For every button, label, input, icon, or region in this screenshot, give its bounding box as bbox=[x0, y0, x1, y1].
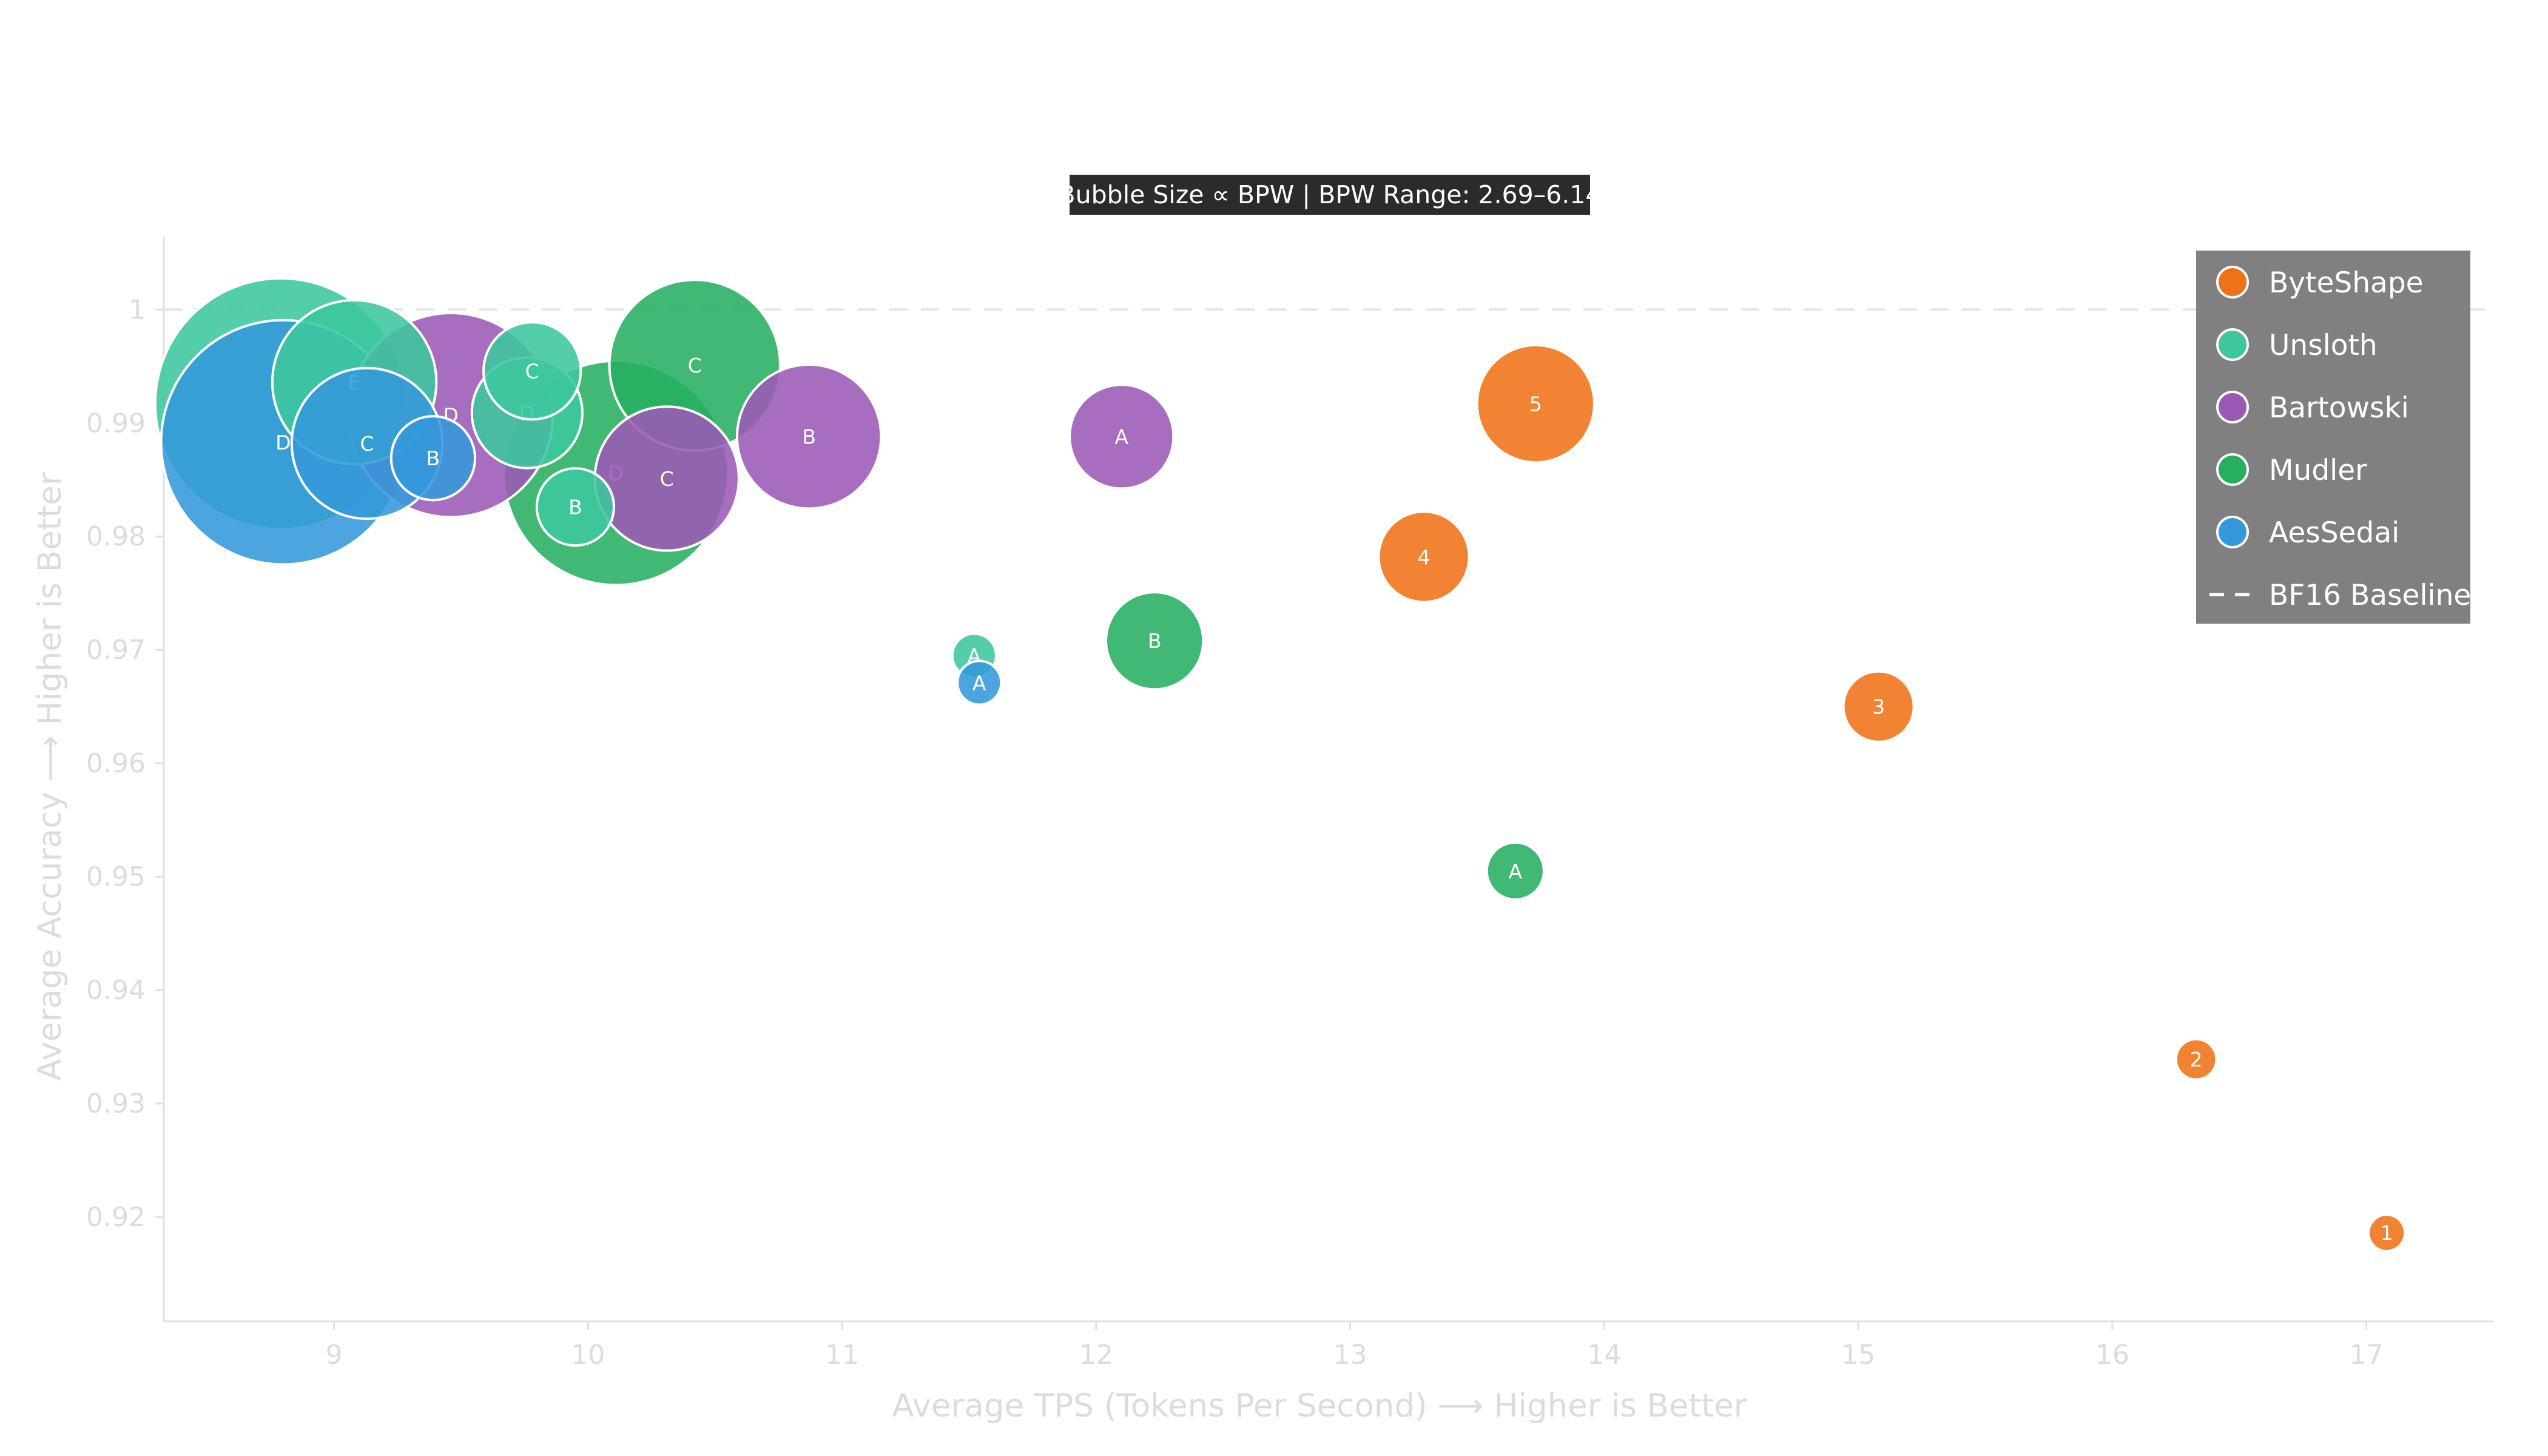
bubble-circle bbox=[535, 467, 615, 547]
bubble-label: 3 bbox=[1872, 695, 1885, 719]
legend-item-byteshape: ByteShape bbox=[2216, 266, 2424, 300]
legend-item-mudler: Mudler bbox=[2216, 453, 2367, 487]
y-tick-label: 0.92 bbox=[86, 1202, 146, 1233]
bubble-label: C bbox=[688, 354, 702, 377]
bubble-unsloth-c: C bbox=[482, 321, 582, 421]
x-tick-label: 10 bbox=[571, 1340, 605, 1370]
legend-marker bbox=[2216, 266, 2249, 298]
x-tick-label: 15 bbox=[1841, 1340, 1875, 1370]
legend-item-bartowski: Bartowski bbox=[2216, 391, 2409, 425]
y-tick-label: 1 bbox=[129, 294, 146, 325]
legend-label: Bartowski bbox=[2269, 391, 2409, 425]
legend-item-aessedai: AesSedai bbox=[2216, 516, 2399, 550]
bubble-label: 2 bbox=[2190, 1048, 2203, 1071]
bubble-aessedai-b: B bbox=[389, 415, 476, 502]
info-box-background bbox=[1068, 174, 1591, 216]
bubble-label: B bbox=[802, 425, 816, 449]
x-tick-label: 17 bbox=[2350, 1340, 2384, 1370]
info-box: Bubble Size ∝ BPW | BPW Range: 2.69–6.14 bbox=[1059, 174, 1602, 216]
bubble-circle bbox=[735, 363, 883, 510]
y-axis-title: Average Accuracy ⟶ Higher is Better bbox=[32, 472, 69, 1081]
y-tick-label: 0.93 bbox=[86, 1088, 146, 1119]
x-tick-label: 11 bbox=[825, 1340, 859, 1370]
bubble-label: 1 bbox=[2381, 1221, 2393, 1245]
bubble-aessedai-a: A bbox=[956, 659, 1003, 706]
x-axis-title: Average TPS (Tokens Per Second) ⟶ Higher… bbox=[892, 1387, 1747, 1424]
bubble-byteshape-2: 2 bbox=[2174, 1037, 2218, 1081]
legend-background bbox=[2196, 251, 2470, 624]
bubble-label: A bbox=[1114, 425, 1128, 449]
legend-label: AesSedai bbox=[2269, 516, 2399, 550]
bubble-bartowski-b: B bbox=[735, 363, 883, 510]
bubble-label: 5 bbox=[1529, 392, 1542, 416]
bubble-bartowski-a: A bbox=[1068, 383, 1175, 490]
bubble-circle bbox=[1105, 591, 1205, 691]
bubble-circle bbox=[1475, 343, 1596, 464]
bubble-byteshape-5: 5 bbox=[1475, 343, 1596, 464]
legend-marker bbox=[2216, 328, 2249, 361]
bubble-circle bbox=[956, 659, 1003, 706]
bubble-label: B bbox=[426, 447, 440, 470]
x-tick-label: 13 bbox=[1333, 1340, 1367, 1370]
legend-marker bbox=[2216, 391, 2249, 423]
bubble-circle bbox=[2174, 1037, 2218, 1081]
y-tick-label: 0.99 bbox=[86, 408, 146, 439]
bubble-byteshape-1: 1 bbox=[2367, 1213, 2407, 1253]
bubble-byteshape-3: 3 bbox=[1842, 670, 1915, 743]
x-tick-label: 16 bbox=[2095, 1340, 2129, 1370]
bubble-label: C bbox=[360, 432, 374, 456]
legend: ByteShape Unsloth Bartowski Mudler AesSedai B… bbox=[2196, 251, 2471, 624]
bubble-unsloth-b: B bbox=[535, 467, 615, 547]
x-tick-label: 14 bbox=[1587, 1340, 1621, 1370]
legend-marker bbox=[2216, 516, 2249, 548]
legend-label: BF16 Baseline bbox=[2269, 579, 2471, 612]
bubble-circle bbox=[1485, 841, 1545, 901]
bubble-label: D bbox=[275, 431, 291, 454]
legend-item-bf16-baseline: BF16 Baseline bbox=[2209, 579, 2471, 612]
y-tick-label: 0.97 bbox=[86, 635, 146, 666]
legend-label: Mudler bbox=[2269, 454, 2367, 487]
legend-item-unsloth: Unsloth bbox=[2216, 328, 2378, 362]
bubbles: FDDDCECBC5DACB4BB3AAA21 bbox=[153, 277, 2407, 1253]
bubble-circle bbox=[482, 321, 582, 421]
legend-marker bbox=[2216, 453, 2249, 486]
bubble-circle bbox=[2367, 1213, 2407, 1253]
bubble-circle bbox=[1068, 383, 1175, 490]
bubble-bartowski-c: C bbox=[593, 405, 740, 552]
bubble-mudler-b: B bbox=[1105, 591, 1205, 691]
bubble-label: B bbox=[1148, 629, 1162, 653]
chart-subtitle: Bubble Size ∝ BPW | BPW Range: 2.69–6.14 bbox=[1059, 180, 1602, 209]
legend-label: Unsloth bbox=[2269, 329, 2378, 362]
bubble-circle bbox=[1377, 510, 1471, 604]
bubble-circle bbox=[389, 415, 476, 502]
bubble-label: C bbox=[525, 359, 539, 383]
y-tick-label: 0.94 bbox=[86, 975, 146, 1006]
bubble-mudler-a: A bbox=[1485, 841, 1545, 901]
x-tick-label: 9 bbox=[326, 1340, 343, 1370]
bubble-label: A bbox=[972, 671, 986, 695]
y-tick-label: 0.96 bbox=[86, 748, 146, 779]
bubble-byteshape-4: 4 bbox=[1377, 510, 1471, 604]
bubble-label: B bbox=[568, 496, 582, 519]
y-tick-label: 0.95 bbox=[86, 861, 146, 892]
x-tick-label: 12 bbox=[1079, 1340, 1113, 1370]
bubble-label: 4 bbox=[1418, 545, 1431, 569]
legend-label: ByteShape bbox=[2269, 266, 2424, 300]
bubble-circle bbox=[1842, 670, 1915, 743]
bubble-label: C bbox=[660, 467, 674, 491]
bubble-label: A bbox=[1508, 860, 1522, 883]
y-tick-label: 0.98 bbox=[86, 521, 146, 552]
axes: 9 10 11 12 13 14 15 16 170.920.930.940.950.960.9… bbox=[32, 237, 2493, 1424]
